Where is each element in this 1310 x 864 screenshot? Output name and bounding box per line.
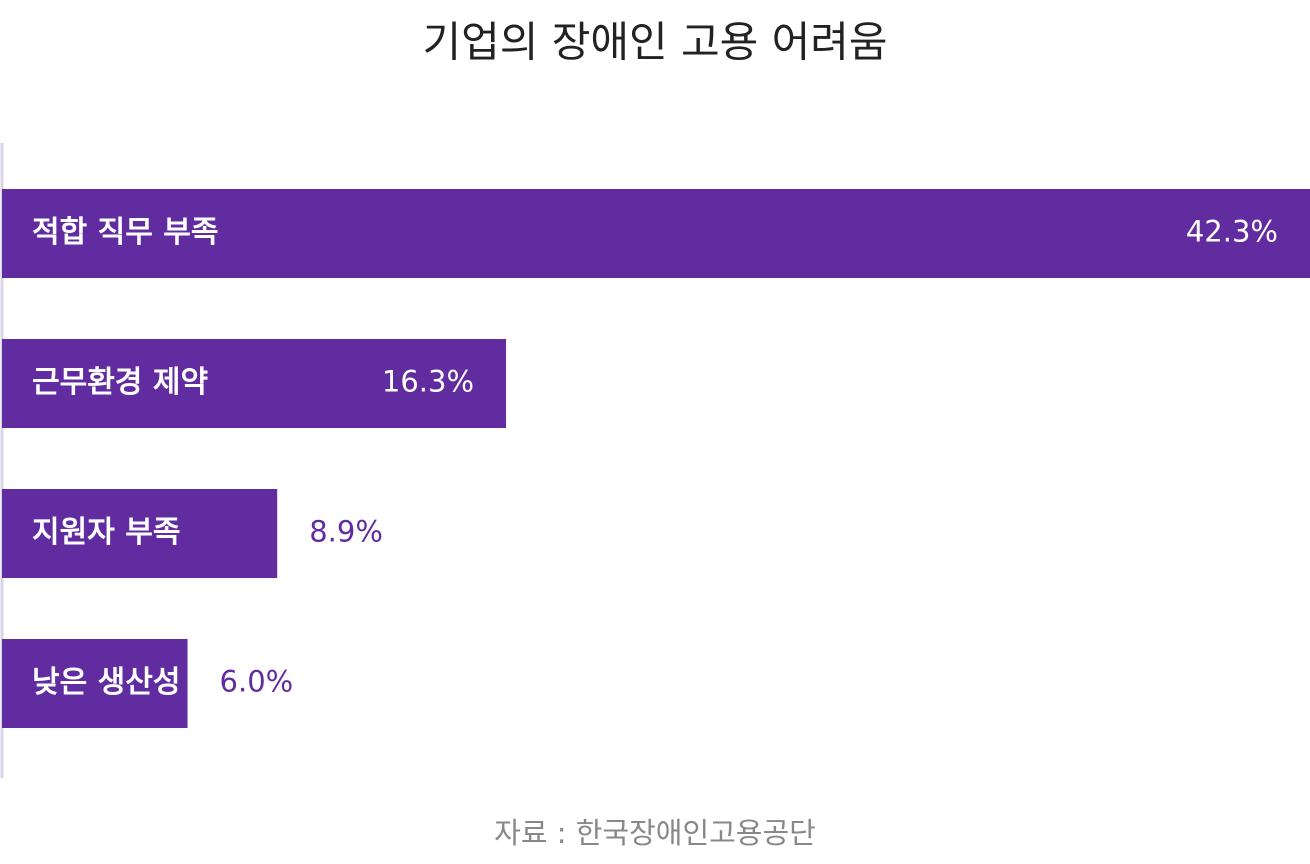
chart-title: 기업의 장애인 고용 어려움	[422, 18, 887, 67]
bar	[2, 639, 188, 728]
category-label: 적합 직무 부족	[32, 215, 219, 250]
bar	[2, 189, 1310, 278]
category-label: 지원자 부족	[32, 515, 180, 550]
value-label: 6.0%	[220, 665, 294, 699]
value-label: 8.9%	[309, 515, 383, 549]
value-label: 16.3%	[382, 365, 474, 399]
source: 자료 : 한국장애인고용공단	[494, 816, 816, 850]
bar	[2, 339, 507, 428]
category-label: 근무환경 제약	[32, 365, 208, 400]
category-label: 낮은 생산성	[32, 665, 180, 700]
bar	[2, 489, 278, 578]
value-label: 42.3%	[1186, 215, 1278, 249]
